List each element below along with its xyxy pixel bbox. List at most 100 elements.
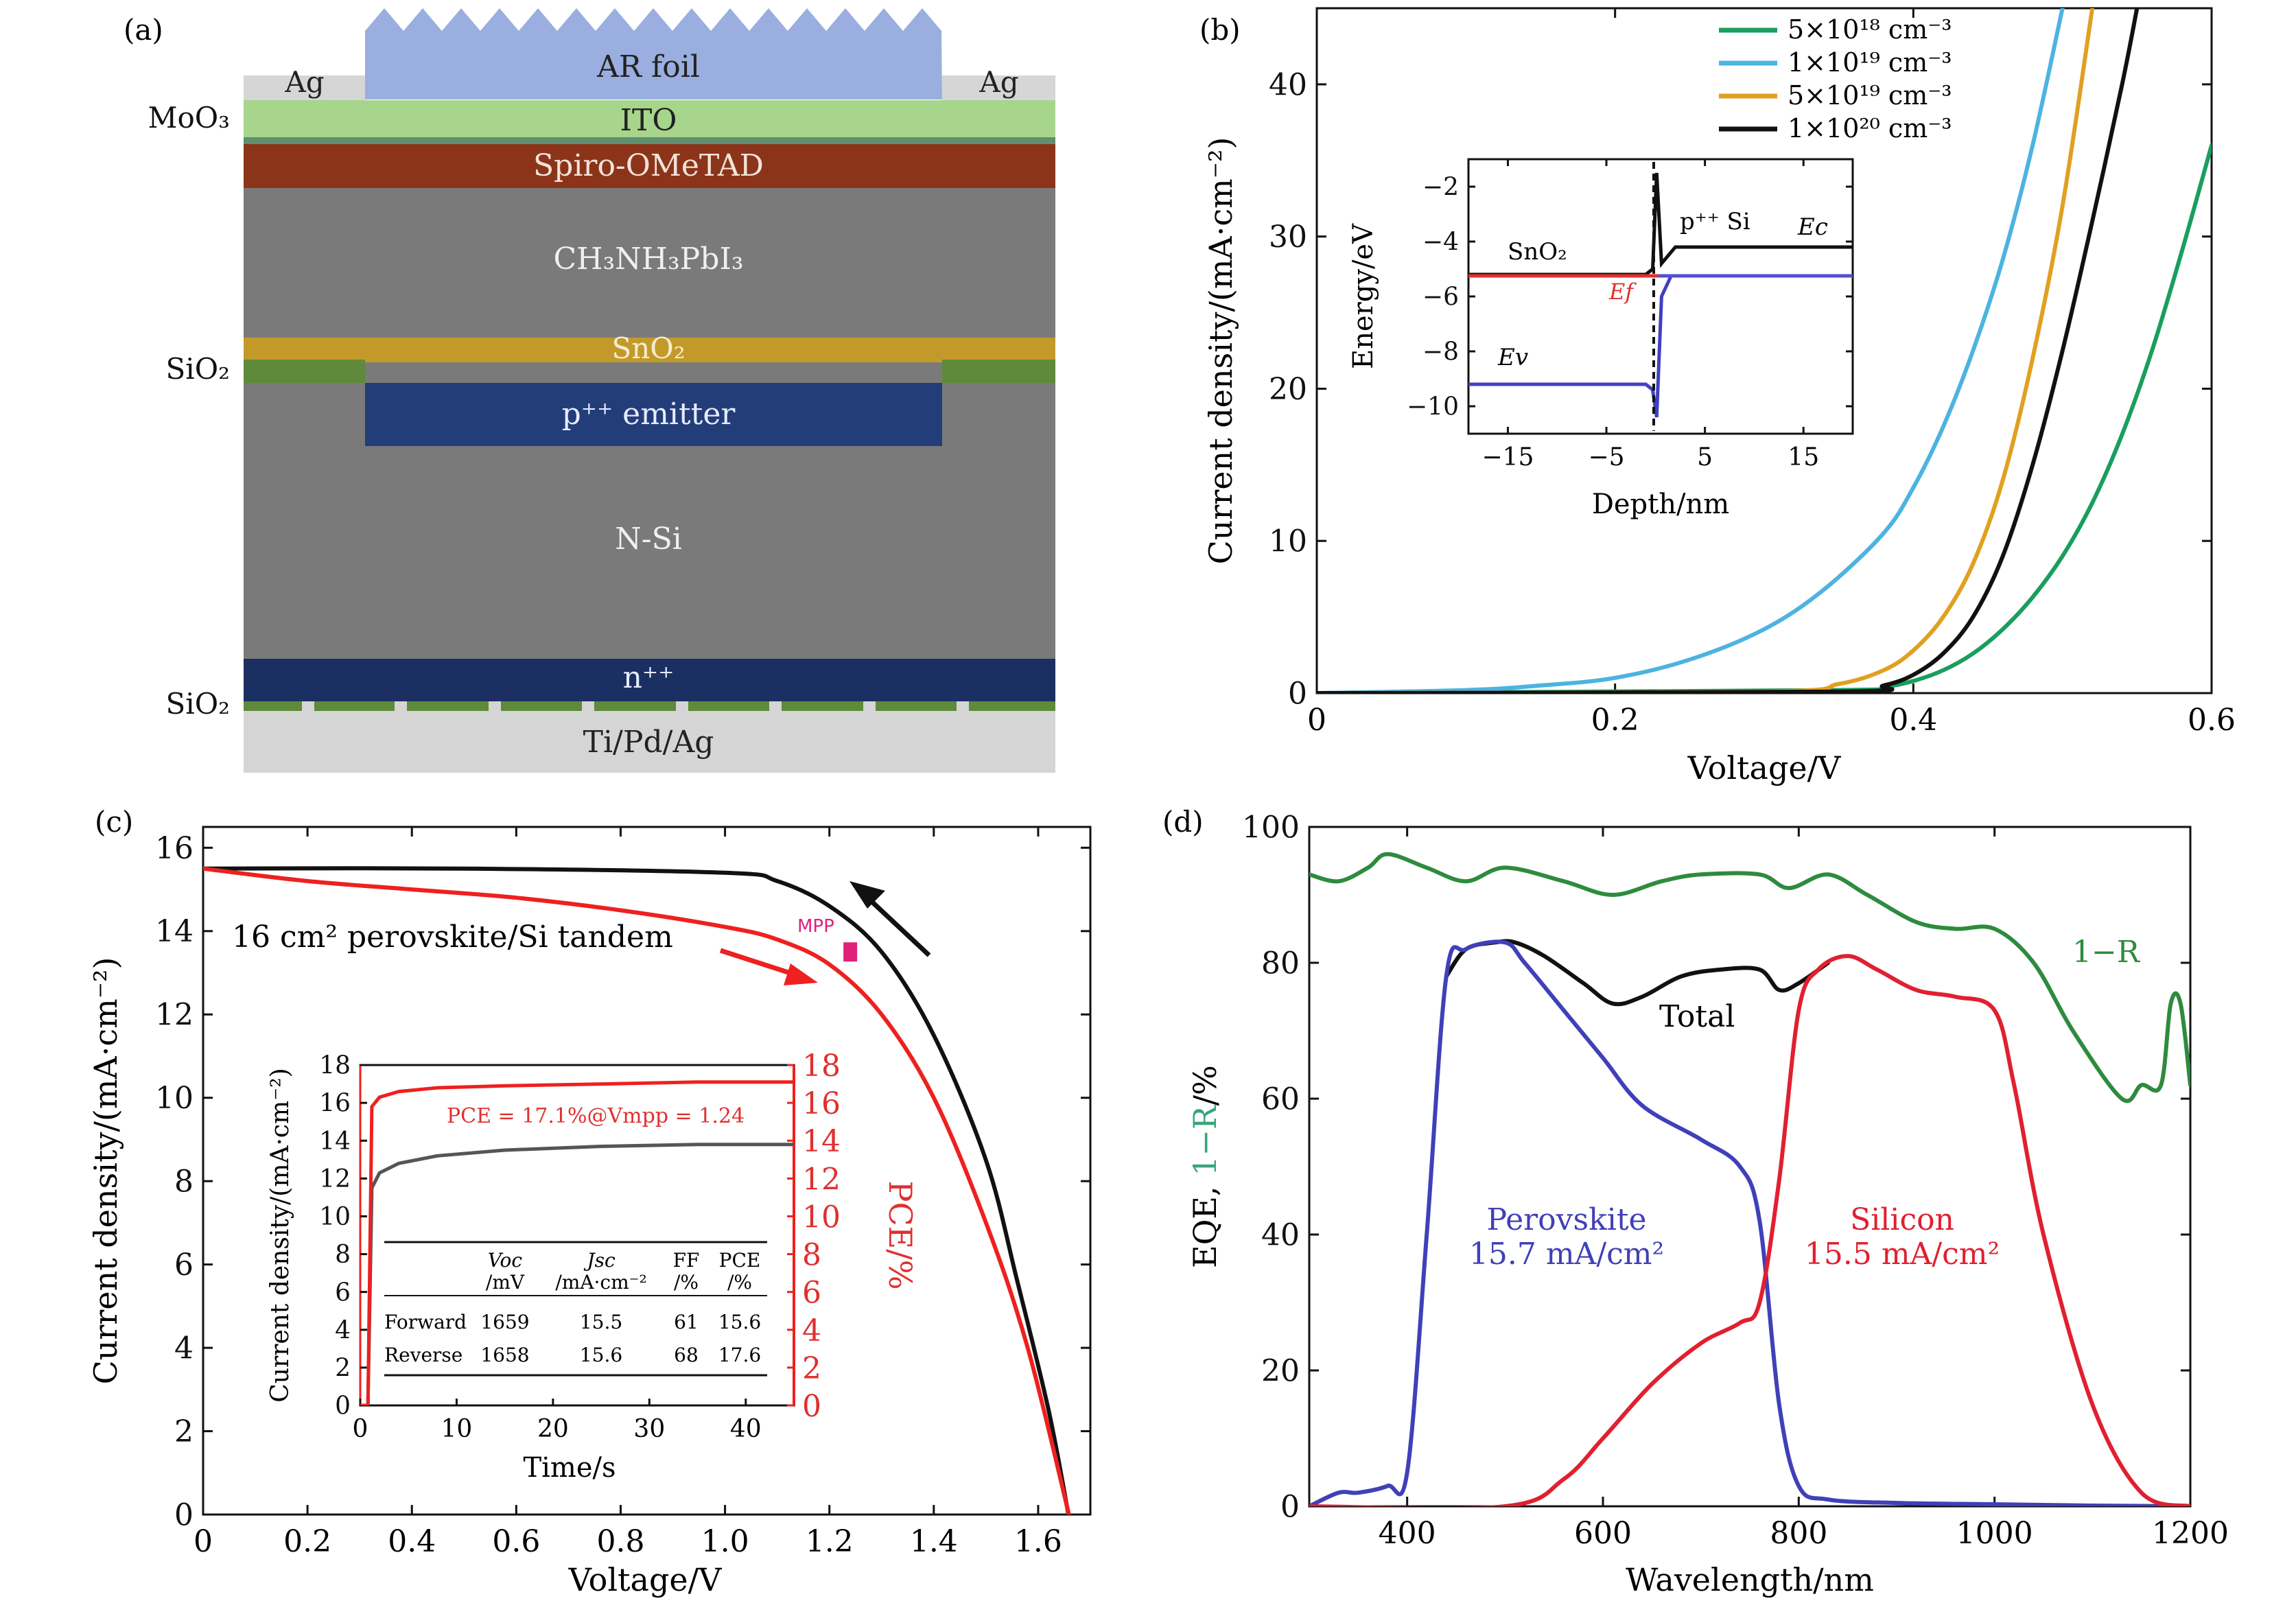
panel-d-ylabel: EQE, 1−R/%	[1186, 1065, 1223, 1268]
panel-d-tag: (d)	[1162, 805, 1204, 839]
spiro-layer	[244, 144, 1055, 188]
panel-d-xtick-label: 1200	[2152, 1516, 2229, 1551]
ag-left-contact	[244, 75, 365, 102]
spiro-label: Spiro-OMeTAD	[533, 148, 764, 183]
panel-b-xtick-label: 0.4	[1889, 703, 1937, 738]
inset-band-ev-3	[1468, 276, 1672, 418]
npp-label: n⁺⁺	[623, 660, 675, 695]
panel-c-plot	[203, 866, 1071, 1515]
legend-label-1e19: 1×10¹⁹ cm⁻³	[1788, 47, 1952, 78]
panel-c-ytick-label: 4	[174, 1331, 194, 1366]
panel-c-inset-xtick-label: 30	[633, 1415, 665, 1443]
panel-b-ytick-label: 40	[1269, 67, 1307, 102]
panel-d-curve-silicon	[1309, 954, 2190, 1506]
panel-c-inset-ytick-right-label: 2	[802, 1351, 821, 1386]
inset-label-sno2: SnO₂	[1508, 238, 1567, 266]
mpp-label: MPP	[797, 916, 834, 937]
panel-c-inset-ytick-right-label: 12	[802, 1162, 841, 1197]
panel-b-curve-1	[1317, 8, 2065, 693]
panel-c-inset-ytick-label: 6	[335, 1278, 351, 1307]
ag-right-contact	[942, 75, 1055, 102]
panel-c-frame	[202, 826, 1092, 1516]
panel-d-curve-1-r	[1309, 852, 2190, 1103]
panel-c-inset-xtick-label: 40	[730, 1415, 762, 1443]
panel-c-xtick-label: 0.6	[492, 1524, 540, 1559]
forward-scan-arrow	[719, 948, 818, 985]
panel-c-ytick-label: 2	[174, 1414, 194, 1449]
panel-c-xtick-label: 1.2	[806, 1524, 854, 1559]
panel-b-inset-ticks: −15 −5 5 15 −2 −4 −6 −8 −10	[1407, 159, 1853, 471]
panel-b-inset-ytick-label: −6	[1422, 283, 1459, 312]
panel-c-inset-ytick-label: 2	[335, 1354, 351, 1382]
panel-c-inset-ytick-right-label: 18	[802, 1049, 841, 1084]
inset-c-table: Voc /mV Jsc /mA·cm⁻² FF /% PCE /% Forwar…	[384, 1241, 767, 1377]
table-row-forward-voc: 1659	[480, 1311, 529, 1333]
moo3-label: MoO₃	[148, 101, 230, 135]
inset-pce-text: PCE = 17.1%@Vmpp = 1.24	[447, 1104, 745, 1128]
panel-b-xlabel: Voltage/V	[1687, 749, 1841, 786]
table-row-forward-label: Forward	[384, 1311, 467, 1333]
panel-d-ytick-label: 60	[1261, 1082, 1300, 1117]
sno2-label: SnO₂	[611, 331, 685, 365]
perovskite-label: CH₃NH₃PbI₃	[554, 242, 744, 277]
table-row-forward-ff: 61	[674, 1311, 699, 1333]
table-row-forward-pce: 15.6	[718, 1311, 761, 1333]
panel-c-inset-xtick-label: 10	[441, 1415, 473, 1443]
inset-label-ec: Ec	[1797, 213, 1828, 241]
panel-c-xtick-label: 1.0	[701, 1524, 749, 1559]
nsi-label: N-Si	[615, 522, 682, 557]
panel-c-inset-ytick-right-label: 10	[802, 1200, 841, 1235]
panel-d-xtick-label: 400	[1379, 1516, 1436, 1551]
panel-d-ytick-label: 0	[1280, 1489, 1300, 1524]
ylabel-1r: 1−R	[1186, 1105, 1223, 1176]
inset-c-ylabel: Current density/(mA·cm⁻²)	[266, 1068, 294, 1402]
panel-c-inset-ytick-label: 18	[319, 1052, 351, 1080]
panel-b-ytick-label: 20	[1269, 372, 1307, 407]
panel-b-tag: (b)	[1199, 13, 1241, 47]
sio2-bottom-layer	[244, 701, 1055, 711]
panel-d-frame	[1308, 826, 2192, 1508]
panel-c-inset-ytick-right-label: 8	[802, 1238, 821, 1273]
panel-c-xtick-label: 1.4	[910, 1524, 958, 1559]
table-row-reverse-label: Reverse	[384, 1344, 462, 1366]
panel-c-inset-plot	[360, 1080, 794, 1405]
panel-d-xtick-label: 1000	[1956, 1516, 2033, 1551]
ar-foil-label: AR foil	[596, 49, 700, 84]
panel-c-inset-ytick-label: 16	[319, 1090, 351, 1118]
panel-b-curve-3	[1317, 8, 2140, 693]
panel-b-plot	[1317, 8, 2212, 693]
table-header-ff: FF	[673, 1249, 700, 1272]
table-header-pce: PCE	[719, 1249, 761, 1272]
inset-label-ev: Ev	[1497, 344, 1528, 371]
emitter-label: p⁺⁺ emitter	[562, 397, 736, 432]
panel-c: (c) 0 0.2 0.4 0.6 0.8 1.0 1.2 1.4 1.602468101214…	[87, 805, 1092, 1598]
panel-c-inset: 0 10 20 30 40024681012141618024681012141618 …	[266, 1049, 919, 1484]
panel-d-xtick-label: 800	[1770, 1516, 1827, 1551]
panel-b-inset-ytick-label: −8	[1422, 338, 1459, 366]
table-header-pce-unit: /%	[727, 1271, 752, 1294]
panel-a: (a) AR foil Ag Ag ITO MoO₃ Spiro-OMeTAD …	[124, 8, 1055, 773]
panel-c-ylabel: Current density/(mA·cm⁻²)	[87, 957, 124, 1385]
panel-b-ytick-label: 10	[1269, 524, 1307, 559]
moo3-layer	[244, 137, 1055, 144]
panel-b-legend: 5×10¹⁸ cm⁻³ 1×10¹⁹ cm⁻³ 5×10¹⁹ cm⁻³ 1×10…	[1719, 14, 1952, 143]
panel-c-inset-ytick-right-label: 4	[802, 1313, 821, 1348]
panel-c-inset-ytick-label: 12	[319, 1165, 351, 1193]
panel-b: (b) 0 0.2 0.4 0.6 0 10 20 30 40 Voltage/V Curren…	[1199, 7, 2236, 786]
panel-c-xtick-label: 0.8	[596, 1524, 644, 1559]
panel-b-ylabel: Current density/(mA·cm⁻²)	[1202, 137, 1239, 565]
ylabel-unit: /%	[1186, 1065, 1223, 1106]
table-row-reverse-jsc: 15.6	[580, 1344, 622, 1366]
inset-c-xlabel: Time/s	[523, 1452, 616, 1484]
table-row-reverse-voc: 1658	[480, 1344, 529, 1366]
label-1r: 1−R	[2072, 935, 2141, 970]
panel-b-ticks: 0 0.2 0.4 0.6 0 10 20 30 40	[1269, 8, 2236, 738]
table-header-jsc: Jsc	[583, 1249, 616, 1272]
panel-c-xtick-label: 0.4	[388, 1524, 436, 1559]
ylabel-eqe: EQE,	[1186, 1176, 1223, 1268]
panel-d-ytick-label: 100	[1242, 810, 1300, 845]
table-row-reverse-pce: 17.6	[718, 1344, 761, 1366]
panel-c-inset-ytick-label: 4	[335, 1316, 351, 1344]
ito-label: ITO	[620, 103, 677, 138]
